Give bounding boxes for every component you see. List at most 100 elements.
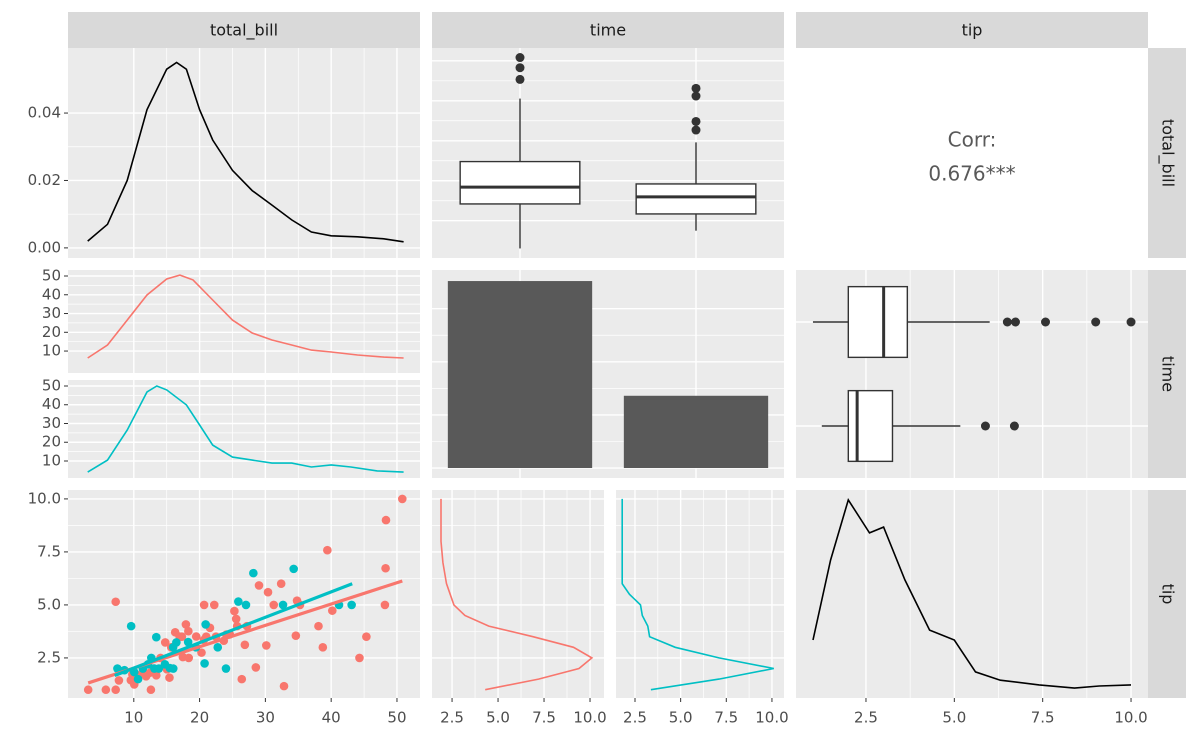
point [209,600,219,610]
column-strip-label: total_bill [210,21,278,41]
column-strip-label: time [590,21,626,40]
point [114,676,124,685]
point [362,632,371,642]
x-tick-label: 10.0 [573,709,606,727]
point [381,515,391,525]
column-strip [796,12,1148,48]
panel-background [432,490,604,698]
x-tick-label: 7.5 [1031,709,1055,727]
point [146,685,156,695]
point [133,674,143,684]
bar [447,281,593,469]
box [847,389,894,463]
point [380,600,390,610]
point [183,637,193,647]
point [168,664,178,673]
outlier [1091,317,1101,327]
x-tick-label: 2.5 [854,709,878,727]
outlier [1041,317,1051,327]
outlier [1010,317,1020,327]
density-line [440,498,594,691]
y-tick-label: 20 [42,323,61,341]
x-tick-label: 2.5 [440,709,464,727]
box [847,285,909,359]
point [241,600,251,610]
x-tick-label: 5.0 [486,709,510,727]
density-line [621,498,774,691]
outlier [691,125,701,135]
point [101,685,111,695]
y-tick-label: 30 [42,414,61,432]
box [635,183,757,215]
x-tick-label: 5.0 [669,709,693,727]
point [289,564,298,574]
point [177,632,187,642]
density-line [87,61,404,243]
point [181,620,191,629]
x-tick-label: 7.5 [714,709,738,727]
x-tick-label: 2.5 [623,709,647,727]
point [318,643,328,652]
y-tick-label: 2.5 [37,648,61,666]
panel-background [616,490,784,698]
point [113,664,122,673]
panel-background [796,48,1148,258]
outlier [1009,421,1019,431]
point [240,640,250,650]
point [249,568,258,578]
y-tick-label: 30 [42,304,61,322]
panel-background [68,48,420,258]
y-tick-label: 50 [42,267,61,285]
x-tick-label: 20 [190,709,209,727]
correlation-text: 0.676*** [928,162,1015,186]
fit-line [114,582,353,678]
outlier [515,74,525,84]
x-tick-label: 10.0 [1114,709,1147,727]
point [199,600,209,610]
point [151,671,161,680]
point [111,597,121,607]
point [200,659,209,668]
column-strip [432,12,784,48]
point [269,600,279,610]
point [251,663,261,672]
point [327,606,337,615]
point [230,606,239,616]
point [291,631,301,640]
point [201,620,210,629]
point [323,545,332,555]
point [276,579,286,589]
box [459,160,581,205]
row-strip [1148,48,1186,258]
panel-background [432,48,784,258]
y-tick-label: 40 [42,285,61,303]
point [254,581,264,590]
outlier [980,421,990,431]
y-tick-label: 0.00 [28,238,61,256]
column-strip [68,12,420,48]
point [231,614,241,624]
point [237,674,247,684]
point [355,653,364,663]
column-strip-label: tip [962,21,983,40]
row-strip [1148,490,1186,698]
point [221,664,231,673]
row-strip-label: total_bill [1158,119,1178,187]
point [168,643,178,652]
y-tick-label: 0.04 [28,104,61,122]
y-tick-label: 0.02 [28,171,61,189]
correlation-text: Corr: [948,128,997,152]
x-tick-label: 50 [387,709,406,727]
outlier [691,116,701,126]
point [83,685,93,695]
panel-background [68,380,420,478]
outlier [691,83,701,93]
point [262,641,271,650]
point [398,494,407,504]
point [197,648,206,657]
x-tick-label: 10 [124,709,143,727]
y-tick-label: 5.0 [37,595,61,613]
point [126,621,136,631]
